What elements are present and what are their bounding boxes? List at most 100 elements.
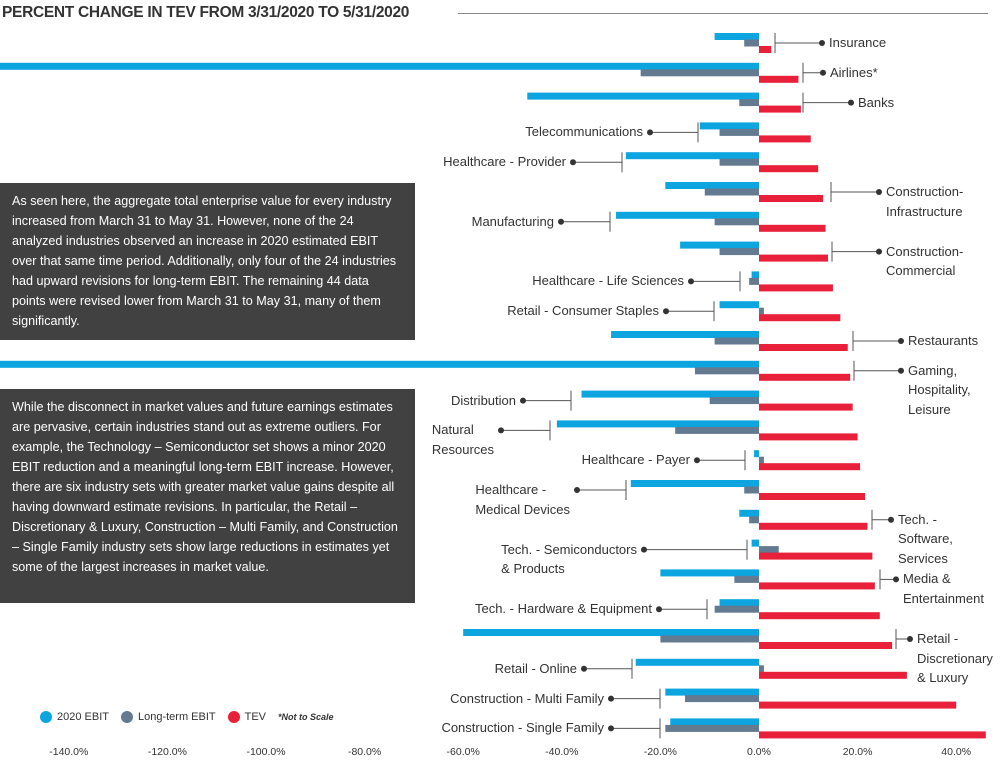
bar-long-term-ebit xyxy=(759,456,764,464)
bar-tev xyxy=(759,671,907,679)
category-label: Airlines* xyxy=(830,64,878,80)
bar-long-term-ebit xyxy=(685,695,759,703)
x-tick-label: 20.0% xyxy=(842,746,873,758)
bar-long-term-ebit xyxy=(714,605,759,613)
bar-2020-ebit xyxy=(665,688,759,696)
bar-tev xyxy=(759,254,829,262)
category-label: Construction - Multi Family xyxy=(450,690,604,706)
leader-dot xyxy=(608,695,614,702)
bar-long-term-ebit xyxy=(640,69,759,77)
x-tick-label: -80.0% xyxy=(347,746,382,758)
chart-title: PERCENT CHANGE IN TEV FROM 3/31/2020 TO … xyxy=(2,4,410,21)
commentary-box-1: As seen here, the aggregate total enterp… xyxy=(0,183,415,340)
bar-2020-ebit xyxy=(754,450,759,458)
leader-dot xyxy=(498,427,504,434)
legend-item-long-term-ebit: Long-term EBIT xyxy=(120,711,216,723)
bar-tev xyxy=(759,46,772,53)
category-label: Healthcare - Medical Devices xyxy=(475,482,570,517)
bar-tev xyxy=(759,731,986,739)
bar-tev xyxy=(759,552,873,560)
bar-long-term-ebit xyxy=(759,307,764,315)
bar-2020-ebit xyxy=(751,539,759,547)
bar-long-term-ebit xyxy=(719,128,759,136)
bar-tev xyxy=(759,284,833,292)
bar-tev xyxy=(759,463,861,471)
x-tick-label: -100.0% xyxy=(246,746,286,758)
bar-tev xyxy=(759,75,799,83)
category-label: Healthcare - Payer xyxy=(581,452,690,468)
leader-dot xyxy=(647,129,653,136)
bar-2020-ebit xyxy=(581,390,759,398)
leader-dot xyxy=(570,159,576,166)
bar-long-term-ebit xyxy=(739,99,759,107)
bar-2020-ebit xyxy=(556,420,759,428)
legend-label: TEV xyxy=(244,711,267,723)
bar-long-term-ebit xyxy=(734,575,759,583)
bar-long-term-ebit xyxy=(709,397,759,405)
legend-item-2020-ebit: 2020 EBIT xyxy=(40,711,109,723)
bar-long-term-ebit xyxy=(719,158,759,166)
category-label: Construction - Single Family xyxy=(441,720,604,736)
bar-long-term-ebit xyxy=(675,426,759,434)
legend-label: 2020 EBIT xyxy=(57,711,109,723)
bar-2020-ebit xyxy=(719,599,759,607)
bar-tev xyxy=(759,314,841,322)
bar-2020-ebit xyxy=(635,658,759,666)
bar-2020-ebit xyxy=(739,509,759,517)
bar-2020-ebit xyxy=(660,569,759,577)
bar-tev xyxy=(759,373,851,381)
category-label: Healthcare - Life Sciences xyxy=(532,273,684,289)
bar-tev xyxy=(759,105,801,113)
category-label: Retail - Online xyxy=(494,660,577,676)
bar-long-term-ebit xyxy=(714,337,759,345)
leader-dot xyxy=(558,218,564,225)
bar-2020-ebit xyxy=(625,152,759,160)
bar-2020-ebit xyxy=(670,718,759,726)
bar-long-term-ebit xyxy=(749,277,759,285)
bar-2020-ebit xyxy=(751,271,759,279)
leader-dot xyxy=(663,308,669,315)
bar-tev xyxy=(759,701,957,709)
bar-tev xyxy=(759,582,875,590)
bar-tev xyxy=(759,493,865,500)
bar-tev xyxy=(759,344,848,351)
bar-2020-ebit xyxy=(714,33,759,40)
x-tick-label: 40.0% xyxy=(941,746,972,758)
legend: 2020 EBIT Long-term EBIT TEV *Not to Sca… xyxy=(40,711,334,723)
bar-tev xyxy=(759,195,824,202)
not-to-scale-note: *Not to Scale xyxy=(278,712,334,722)
title-rule xyxy=(458,13,988,14)
x-tick-label: -40.0% xyxy=(545,746,579,758)
leader-dot xyxy=(888,516,894,523)
bar-tev xyxy=(759,165,819,173)
category-label: Retail - Discretionary & Luxury xyxy=(917,631,993,685)
bar-tev xyxy=(759,522,868,530)
category-label: Tech. - Hardware & Equipment xyxy=(474,601,652,617)
leader-dot xyxy=(876,248,882,255)
leader-dot xyxy=(656,606,662,613)
leader-dot xyxy=(574,487,580,493)
x-tick-label: 0.0% xyxy=(747,746,771,758)
bar-2020-ebit xyxy=(0,360,759,368)
category-label: Tech. - Semiconductors & Products xyxy=(501,541,637,577)
bar-2020-ebit xyxy=(616,211,759,219)
bar-long-term-ebit xyxy=(744,486,759,494)
bar-long-term-ebit xyxy=(694,367,759,375)
category-label: Restaurants xyxy=(908,333,979,348)
leader-dot xyxy=(907,636,913,642)
category-label: Construction- Infrastructure xyxy=(886,184,964,219)
bar-long-term-ebit xyxy=(759,546,779,554)
x-tick-label: -140.0% xyxy=(49,746,89,758)
leader-dot xyxy=(608,725,614,732)
bar-tev xyxy=(759,135,811,143)
bar-2020-ebit xyxy=(463,629,759,636)
leader-dot xyxy=(848,99,854,106)
bar-tev xyxy=(759,612,880,620)
bar-2020-ebit xyxy=(630,480,759,487)
legend-swatch xyxy=(40,711,52,723)
bar-long-term-ebit xyxy=(704,188,759,196)
category-label: Distribution xyxy=(450,392,516,408)
bar-tev xyxy=(759,403,853,411)
